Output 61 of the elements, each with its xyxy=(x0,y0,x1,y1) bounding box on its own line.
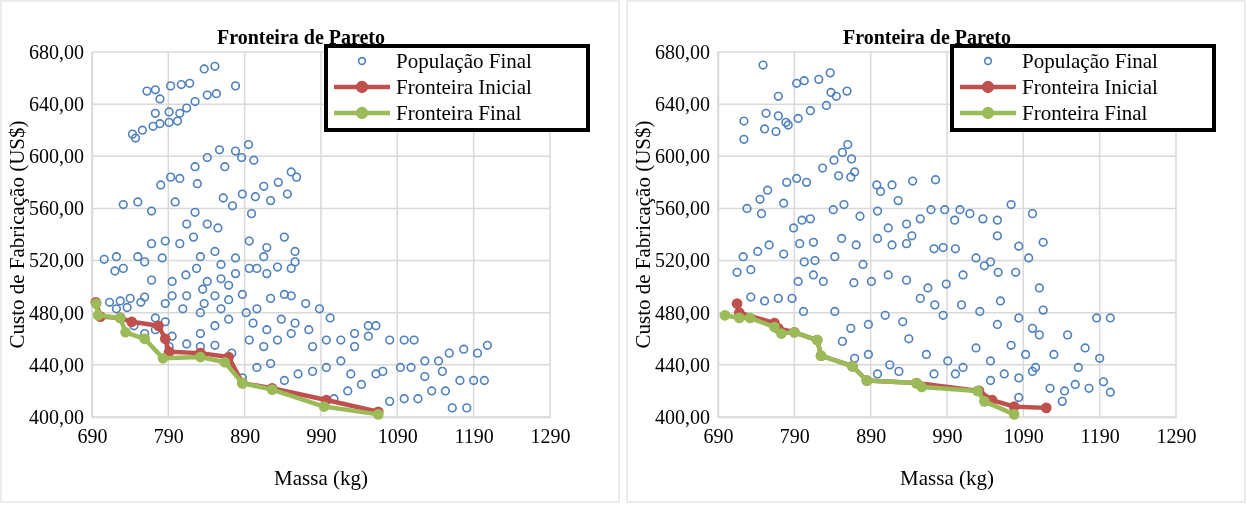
point xyxy=(1008,409,1020,420)
x-tick-label: 1090 xyxy=(377,425,418,448)
point xyxy=(731,298,743,309)
point xyxy=(157,353,169,364)
x-tick-label: 1190 xyxy=(454,425,494,448)
x-tick-label: 1090 xyxy=(1003,425,1044,448)
y-tick-label: 400,00 xyxy=(29,405,84,428)
x-tick-label: 790 xyxy=(153,425,184,448)
x-tick-label: 690 xyxy=(77,425,108,448)
point xyxy=(318,401,330,412)
x-tick-label: 1290 xyxy=(530,425,571,448)
y-tick-label: 520,00 xyxy=(655,249,710,272)
x-tick-label: 890 xyxy=(856,425,887,448)
point xyxy=(979,396,990,407)
y-tick-label: 560,00 xyxy=(29,197,84,220)
y-tick-label: 480,00 xyxy=(29,301,84,324)
point xyxy=(195,351,206,363)
y-tick-label: 440,00 xyxy=(29,353,84,376)
legend-label: População Final xyxy=(396,49,533,73)
point xyxy=(120,326,131,338)
y-tick-label: 600,00 xyxy=(655,145,710,168)
point xyxy=(126,316,138,328)
y-tick-label: 480,00 xyxy=(655,301,710,324)
point xyxy=(776,328,787,339)
y-tick-label: 680,00 xyxy=(655,40,710,63)
y-axis-title: Custo de Fabricação (US$) xyxy=(5,120,29,349)
x-tick-label: 890 xyxy=(230,425,261,448)
x-tick-label: 990 xyxy=(306,425,337,448)
point xyxy=(1040,402,1052,414)
y-axis-title: Custo de Fabricação (US$) xyxy=(631,120,655,349)
x-tick-label: 690 xyxy=(703,425,734,448)
legend-label: População Final xyxy=(1022,49,1159,73)
point xyxy=(159,333,171,345)
y-tick-label: 640,00 xyxy=(29,93,84,116)
legend-label: Fronteira Inicial xyxy=(1022,75,1159,99)
legend-label: Fronteira Inicial xyxy=(396,75,533,99)
x-tick-label: 1190 xyxy=(1080,425,1120,448)
point xyxy=(916,381,928,393)
x-axis-title: Massa (kg) xyxy=(900,466,994,490)
legend-label: Fronteira Final xyxy=(396,101,522,125)
legend-label: Fronteira Final xyxy=(1022,101,1148,125)
y-tick-label: 560,00 xyxy=(655,197,710,220)
y-tick-label: 680,00 xyxy=(29,40,84,63)
point xyxy=(734,312,745,324)
y-tick-label: 600,00 xyxy=(29,145,84,168)
point xyxy=(719,309,731,321)
chart-title: Fronteira de Pareto xyxy=(216,26,386,48)
x-tick-label: 990 xyxy=(932,425,963,448)
x-tick-label: 790 xyxy=(779,425,810,448)
point xyxy=(219,356,231,368)
x-axis-title: Massa (kg) xyxy=(274,466,368,490)
point xyxy=(769,321,780,333)
x-tick-label: 1290 xyxy=(1156,425,1197,448)
y-tick-label: 640,00 xyxy=(655,93,710,116)
y-tick-label: 520,00 xyxy=(29,249,84,272)
y-tick-label: 440,00 xyxy=(655,353,710,376)
chart-title: Fronteira de Pareto xyxy=(842,26,1012,48)
y-tick-label: 400,00 xyxy=(655,405,710,428)
point xyxy=(139,333,151,345)
point xyxy=(744,312,756,324)
point xyxy=(153,320,164,332)
